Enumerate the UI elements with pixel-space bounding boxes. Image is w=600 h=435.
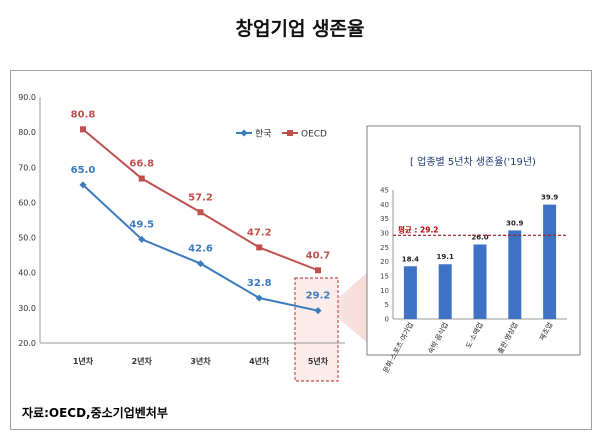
inset-y-tick-label: 30 xyxy=(380,230,389,238)
inset-bar-label: 18.4 xyxy=(402,255,419,263)
inset-bar-label: 19.1 xyxy=(437,253,454,261)
data-label: 42.6 xyxy=(188,244,213,255)
data-label: 40.7 xyxy=(306,250,331,261)
y-tick-label: 90.0 xyxy=(18,93,36,102)
data-point xyxy=(315,267,321,274)
inset-bar xyxy=(473,244,487,319)
legend-korea-label: 한국 xyxy=(255,129,272,140)
data-label: 49.5 xyxy=(129,219,154,230)
highlight-connector xyxy=(338,270,370,345)
inset-y-tick-label: 20 xyxy=(380,258,389,266)
data-point xyxy=(138,235,146,243)
data-point xyxy=(314,307,322,315)
y-tick-label: 50.0 xyxy=(18,234,36,243)
x-category-label: 5년차 xyxy=(308,356,329,366)
inset-bar-label: 30.9 xyxy=(506,219,523,227)
y-tick-label: 60.0 xyxy=(18,198,36,207)
x-category-label: 3년차 xyxy=(190,356,211,366)
legend-korea-marker xyxy=(240,129,248,137)
y-tick-label: 80.0 xyxy=(18,128,36,137)
page-title: 창업기업 생존율 xyxy=(235,18,365,40)
data-label: 80.8 xyxy=(71,109,96,120)
data-point xyxy=(197,209,204,216)
data-point xyxy=(197,260,204,268)
inset-title: [ 업종별 5년차 생존율('19년) xyxy=(410,155,536,168)
inset-y-tick-label: 0 xyxy=(385,316,389,324)
legend-oecd-label: OECD xyxy=(301,130,327,140)
source-note: 자료:OECD,중소기업벤처부 xyxy=(22,406,168,420)
inset-bar xyxy=(438,264,452,319)
inset-y-tick-label: 10 xyxy=(380,287,389,295)
inset-bar xyxy=(403,266,417,319)
inset-y-tick-label: 35 xyxy=(380,215,389,223)
data-label: 47.2 xyxy=(247,227,272,238)
y-tick-label: 30.0 xyxy=(18,304,36,313)
x-category-label: 1년차 xyxy=(73,356,94,366)
data-label: 66.8 xyxy=(129,159,154,170)
y-tick-label: 20.0 xyxy=(18,339,36,348)
inset-y-tick-label: 5 xyxy=(385,301,389,309)
legend: 한국 OECD xyxy=(236,129,327,140)
highlight-box xyxy=(294,277,339,382)
data-point xyxy=(138,175,145,182)
y-tick-label: 70.0 xyxy=(18,163,36,172)
data-point xyxy=(255,294,263,302)
data-label: 65.0 xyxy=(71,165,96,176)
data-point xyxy=(80,126,86,133)
legend-oecd-marker xyxy=(287,130,293,136)
x-category-label: 4년차 xyxy=(249,356,270,366)
data-label: 32.8 xyxy=(247,278,272,289)
inset-y-tick-label: 15 xyxy=(380,273,389,281)
y-tick-label: 40.0 xyxy=(18,269,36,278)
data-point xyxy=(256,244,263,251)
data-label: 29.2 xyxy=(306,291,331,302)
inset-bar-label: 39.9 xyxy=(541,194,558,202)
data-label: 57.2 xyxy=(188,192,213,203)
inset-y-tick-label: 40 xyxy=(380,201,389,209)
inset-bar xyxy=(508,230,522,319)
inset-y-tick-label: 25 xyxy=(380,244,389,252)
inset-y-tick-label: 45 xyxy=(380,187,389,195)
inset-bar-label: 26.0 xyxy=(471,233,488,241)
average-label: 평균 : 29.2 xyxy=(398,224,439,234)
data-point xyxy=(79,181,87,189)
x-category-label: 2년차 xyxy=(132,356,153,366)
inset-bar xyxy=(543,204,557,319)
